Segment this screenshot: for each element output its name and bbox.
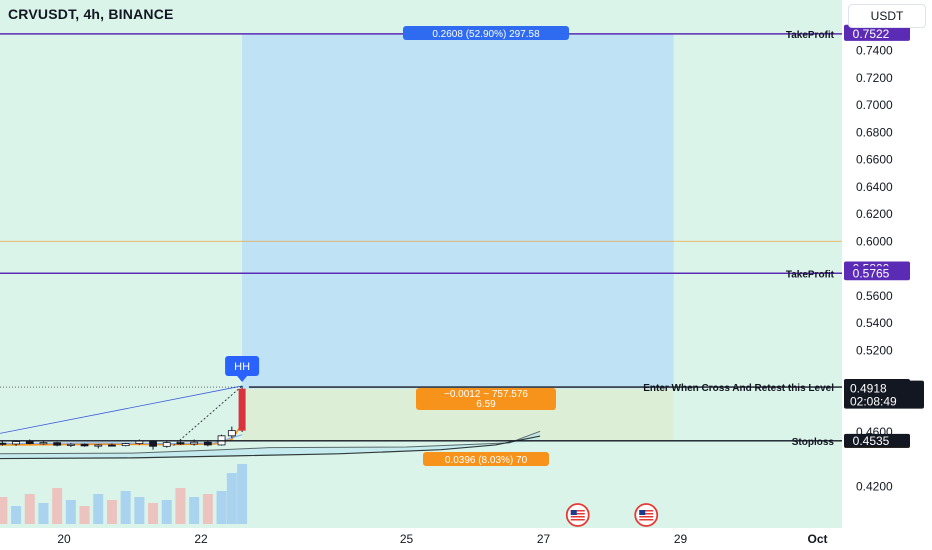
flag-stripe: [570, 513, 585, 515]
candle-body: [203, 441, 212, 446]
price-tick: 0.6400: [856, 180, 893, 194]
currency-selector[interactable]: USDT: [848, 4, 926, 28]
trend-line: [0, 385, 243, 434]
symbol-title: CRVUSDT, 4h, BINANCE: [8, 6, 174, 22]
time-tick: 22: [194, 532, 208, 546]
stop-label-bg: [423, 452, 549, 466]
price-tick: 0.4200: [856, 480, 893, 494]
candle-body: [94, 444, 103, 447]
volume-bar: [148, 503, 159, 524]
time-tick: Oct: [807, 532, 827, 546]
line-price-tag-bg: [844, 433, 910, 448]
line-price-tag: 0.5765: [853, 266, 890, 280]
candle-body: [227, 430, 236, 437]
candle-body: [25, 441, 34, 444]
price-tick: 0.5400: [856, 316, 893, 330]
candle-body: [108, 444, 116, 447]
stop-label: 0.0396 (8.03%) 70: [445, 455, 528, 466]
candle-body: [0, 442, 7, 445]
volume-bar: [65, 500, 76, 524]
line-price-tag: 0.4535: [853, 434, 890, 448]
volume-bar: [79, 506, 90, 524]
dotted-trend-line: [173, 385, 243, 446]
line-price-tag-bg: [844, 26, 910, 41]
candle-body: [162, 442, 171, 447]
us-flag-icon: [634, 503, 659, 527]
candle-body: [238, 388, 246, 431]
flag-stripe: [639, 519, 654, 521]
volume-bar: [52, 488, 63, 524]
price-tick: 0.6200: [856, 207, 893, 221]
volume-bar: [106, 500, 117, 524]
hh-label: HH: [234, 361, 250, 373]
line-label: Stoploss: [792, 437, 835, 448]
center-label-bg: [416, 388, 556, 410]
indicator-lower-line: [0, 435, 541, 460]
volume-bar: [93, 494, 104, 524]
flag-stripe: [639, 513, 654, 515]
volume-bar: [237, 464, 248, 524]
volume-bar: [134, 497, 145, 524]
time-tick: 20: [57, 532, 71, 546]
time-tick: 27: [537, 532, 551, 546]
volume-bar: [161, 500, 172, 524]
time-axis-background: [0, 528, 932, 550]
candle-body: [149, 440, 157, 447]
candle-body: [80, 443, 89, 447]
hh-badge-pointer: [237, 375, 248, 382]
volume-bar: [189, 497, 200, 524]
us-flag-icon: [565, 503, 590, 527]
price-tick: 0.5200: [856, 343, 893, 357]
price-tick: 0.6600: [856, 153, 893, 167]
line-label: Enter When Cross And Retest this Level: [643, 383, 834, 394]
flag-canton: [639, 510, 646, 515]
candle-body: [176, 442, 185, 445]
flag-stripe: [639, 516, 654, 518]
time-tick: 25: [400, 532, 414, 546]
volume-bar: [24, 494, 35, 524]
volume-bar: [0, 497, 8, 524]
volume-bar: [216, 491, 227, 524]
current-price: 0.4918: [850, 382, 887, 396]
price-tick: 0.7000: [856, 98, 893, 112]
target-label: 0.2608 (52.90%) 297.58: [432, 29, 540, 40]
flag-stripe: [570, 510, 585, 512]
price-tick: 0.6000: [856, 234, 893, 248]
flag-stripe: [570, 519, 585, 521]
time-tick: 29: [674, 532, 688, 546]
flag-stripe: [570, 516, 585, 518]
current-price-bg: [844, 380, 924, 409]
volume-bar: [38, 503, 49, 524]
volume-bar: [11, 506, 22, 524]
flag-stripe: [639, 510, 654, 512]
profit-zone: [242, 33, 674, 389]
target-label-bg: [403, 26, 569, 40]
price-tick: 0.5600: [856, 289, 893, 303]
flag-canton: [570, 510, 577, 515]
candle-body: [12, 441, 20, 445]
price-tick: 0.7200: [856, 71, 893, 85]
center-label-line-1: −0.0012 ~ 757.576: [444, 389, 528, 400]
indicator-cloud: [0, 431, 541, 459]
candle-body: [190, 441, 199, 445]
volume-bar: [202, 494, 213, 524]
line-label: TakeProfit: [786, 30, 835, 41]
volume-bar: [226, 473, 237, 524]
price-tick: 0.6800: [856, 125, 893, 139]
center-label-line-2: 6.59: [476, 399, 496, 410]
line-price-tag: 0.7522: [853, 27, 890, 41]
candle-body: [39, 442, 48, 445]
hh-badge: [225, 355, 260, 376]
line-price-tag-bg: [844, 266, 910, 281]
line-label: TakeProfit: [786, 269, 835, 280]
price-tick: 0.7400: [856, 44, 893, 58]
indicator-upper-line: [0, 430, 541, 455]
volume-bar: [120, 491, 131, 524]
candle-body: [121, 443, 130, 447]
candle-body: [66, 443, 75, 446]
volume-bar: [175, 488, 186, 524]
candle-body: [53, 442, 62, 446]
countdown: 02:08:49: [850, 395, 897, 409]
